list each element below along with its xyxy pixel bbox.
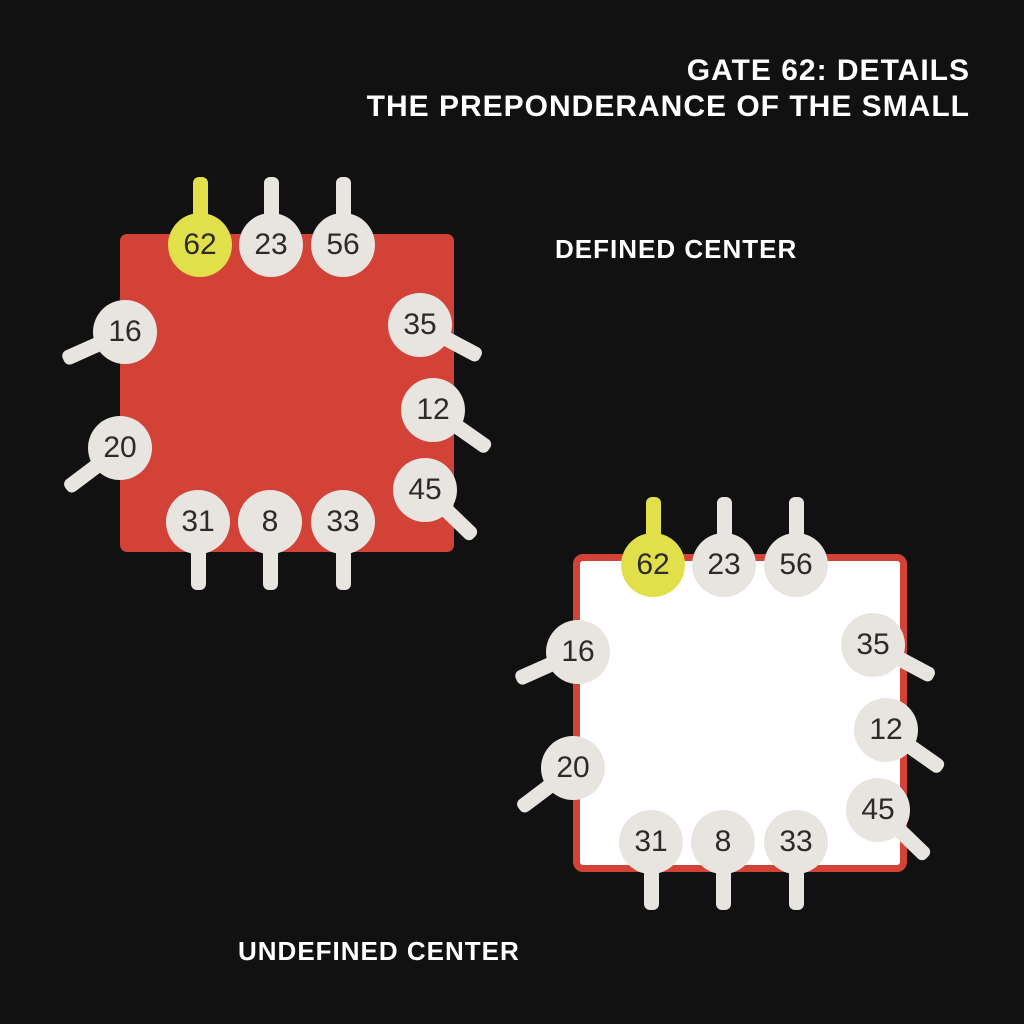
gate-circle-45: 45	[846, 778, 910, 842]
gate-circle-31: 31	[619, 810, 683, 874]
gate-circle-12: 12	[854, 698, 918, 762]
gate-circle-23: 23	[239, 213, 303, 277]
gate-circle-33: 33	[311, 490, 375, 554]
diagram-stage: { "background_color": "#111111", "title"…	[0, 0, 1024, 1024]
gate-circle-35: 35	[841, 613, 905, 677]
gate-circle-56: 56	[764, 533, 828, 597]
center-defined: 622356 16 35 20 12 45 31833	[85, 180, 505, 600]
gate-circle-12: 12	[401, 378, 465, 442]
title-line-2: THE PREPONDERANCE OF THE SMALL	[367, 90, 970, 124]
gate-circle-31: 31	[166, 490, 230, 554]
label-defined-center: DEFINED CENTER	[555, 234, 797, 265]
gate-circle-45: 45	[393, 458, 457, 522]
gate-circle-20: 20	[88, 416, 152, 480]
gate-circle-35: 35	[388, 293, 452, 357]
label-undefined-center: UNDEFINED CENTER	[238, 936, 520, 967]
gate-circle-8: 8	[238, 490, 302, 554]
center-undefined: 622356 16 35 20 12 45 31833	[538, 500, 958, 920]
title-line-1: GATE 62: DETAILS	[687, 54, 970, 88]
gate-circle-23: 23	[692, 533, 756, 597]
gate-circle-62: 62	[621, 533, 685, 597]
gate-circle-8: 8	[691, 810, 755, 874]
gate-circle-16: 16	[546, 620, 610, 684]
gate-circle-33: 33	[764, 810, 828, 874]
gate-circle-62: 62	[168, 213, 232, 277]
gate-circle-20: 20	[541, 736, 605, 800]
gate-circle-16: 16	[93, 300, 157, 364]
gate-circle-56: 56	[311, 213, 375, 277]
